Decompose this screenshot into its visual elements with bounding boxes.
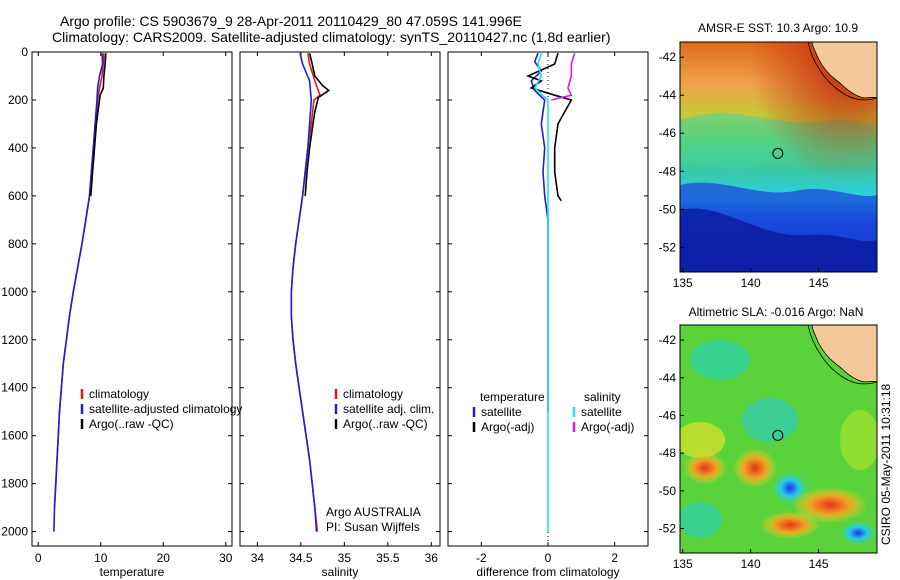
temperature-profile-plot: 0 10 20 30 0 200 400 600 800 1000 1200 1400 1600 1800…	[1, 45, 242, 579]
temperature-ytick-label: 1400	[1, 381, 28, 395]
temperature-xtick-label: 30	[219, 551, 233, 565]
difference-series-temp-satellite	[530, 52, 549, 412]
sla-map-argo-marker	[772, 429, 784, 441]
salinity-profile-plot: 34 34.5 35 35.5 36 salinity climatologysatelli…	[239, 51, 441, 579]
salinity-legend-label: satellite adj. clim.	[343, 402, 434, 416]
difference-xtick-label: -2	[476, 551, 487, 565]
difference-legend-title-salinity: salinity	[584, 390, 621, 404]
sst-map-xtick-label: 145	[809, 276, 829, 290]
salinity-xtick-label: 36	[425, 551, 439, 565]
temperature-ytick-label: 0	[21, 45, 28, 59]
temperature-xlabel: temperature	[100, 565, 165, 579]
sst-map-argo-marker	[772, 147, 784, 159]
sla-map-ytick-label: -48	[659, 446, 677, 460]
sst-map-ytick-label: -42	[659, 50, 677, 64]
sla-map-ytick-label: -44	[659, 371, 677, 385]
sla-map-axes: 135 140 145 -42 -44 -46 -48 -50 -52	[659, 333, 829, 571]
difference-xtick-label: 0	[545, 551, 552, 565]
sst-map-title: AMSR-E SST: 10.3 Argo: 10.9	[698, 21, 858, 35]
difference-legend-label: Argo(-adj)	[481, 420, 534, 434]
sst-map-xtick-label: 140	[741, 276, 761, 290]
temperature-ytick-label: 1800	[1, 477, 28, 491]
salinity-series-satellite	[290, 53, 318, 532]
sst-map-ytick-label: -46	[659, 126, 677, 140]
sla-map-title: Altimetric SLA: -0.016 Argo: NaN	[689, 305, 864, 319]
salinity-xtick-label: 34.5	[289, 551, 313, 565]
temperature-series-satellite	[53, 53, 104, 532]
temperature-ytick-label: 400	[8, 141, 28, 155]
temperature-ytick-label: 1200	[1, 333, 28, 347]
temperature-ytick-label: 2000	[1, 525, 28, 539]
sla-map-xtick-label: 135	[673, 557, 693, 571]
sst-map-frame	[679, 41, 878, 273]
temperature-ytick-label: 200	[8, 93, 28, 107]
sst-map-xtick-label: 135	[673, 276, 693, 290]
salinity-annotation: PI: Susan Wijffels	[326, 520, 420, 534]
difference-legend-label: satellite	[581, 405, 622, 419]
difference-legend-title-temperature: temperature	[480, 390, 545, 404]
salinity-frame	[239, 51, 441, 547]
sla-map-ytick-label: -46	[659, 408, 677, 422]
sst-map-axes: 135 140 145 -42 -44 -46 -48 -50 -52	[659, 50, 829, 290]
salinity-series-climatology	[290, 53, 321, 532]
salinity-xtick-label: 35.5	[376, 551, 400, 565]
salinity-legend-label: Argo(..raw -QC)	[343, 417, 428, 431]
difference-legend-label: satellite	[481, 405, 522, 419]
difference-series-sal-satellite	[533, 52, 549, 532]
difference-xtick-label: 2	[611, 551, 618, 565]
difference-legend-label: Argo(-adj)	[581, 420, 634, 434]
sla-map-xtick-label: 140	[741, 557, 761, 571]
timestamp-label: CSIRO 05-May-2011 10:31:18	[879, 383, 893, 545]
sla-map-ytick-label: -52	[659, 522, 677, 536]
sst-map-ytick-label: -48	[659, 164, 677, 178]
temperature-frame	[31, 51, 233, 547]
sla-map-frame	[679, 324, 878, 554]
sst-map-image	[680, 42, 877, 272]
salinity-xtick-label: 34	[251, 551, 265, 565]
salinity-series-argo	[304, 53, 331, 196]
header-line-1: Argo profile: CS 5903679_9 28-Apr-2011 2…	[60, 13, 522, 29]
temperature-legend-label: Argo(..raw -QC)	[89, 417, 174, 431]
difference-series-temp-argo	[525, 52, 573, 202]
temperature-xtick-label: 0	[35, 551, 42, 565]
sla-map-ytick-label: -50	[659, 484, 677, 498]
salinity-xtick-label: 35	[338, 551, 352, 565]
temperature-ytick-label: 1000	[1, 285, 28, 299]
temperature-ytick-label: 1600	[1, 429, 28, 443]
temperature-ytick-label: 600	[8, 189, 28, 203]
temperature-xtick-label: 10	[94, 551, 108, 565]
sla-map-image	[680, 325, 877, 553]
temperature-legend-label: satellite-adjusted climatology	[89, 402, 242, 416]
temperature-legend-label: climatology	[89, 387, 149, 401]
salinity-legend-label: climatology	[343, 387, 403, 401]
temperature-ytick-label: 800	[8, 237, 28, 251]
sst-map-ytick-label: -50	[659, 202, 677, 216]
temperature-series-argo	[90, 53, 107, 196]
sst-map-ytick-label: -52	[659, 240, 677, 254]
difference-series-sal-argo	[551, 52, 576, 101]
sla-map-ytick-label: -42	[659, 333, 677, 347]
salinity-annotation: Argo AUSTRALIA	[326, 505, 421, 519]
sst-map-ytick-label: -44	[659, 88, 677, 102]
header-line-2: Climatology: CARS2009. Satellite-adjuste…	[52, 29, 610, 45]
difference-xlabel: difference from climatology	[476, 565, 619, 579]
temperature-xtick-label: 20	[157, 551, 171, 565]
sla-map-xtick-label: 145	[809, 557, 829, 571]
salinity-xlabel: salinity	[322, 565, 359, 579]
